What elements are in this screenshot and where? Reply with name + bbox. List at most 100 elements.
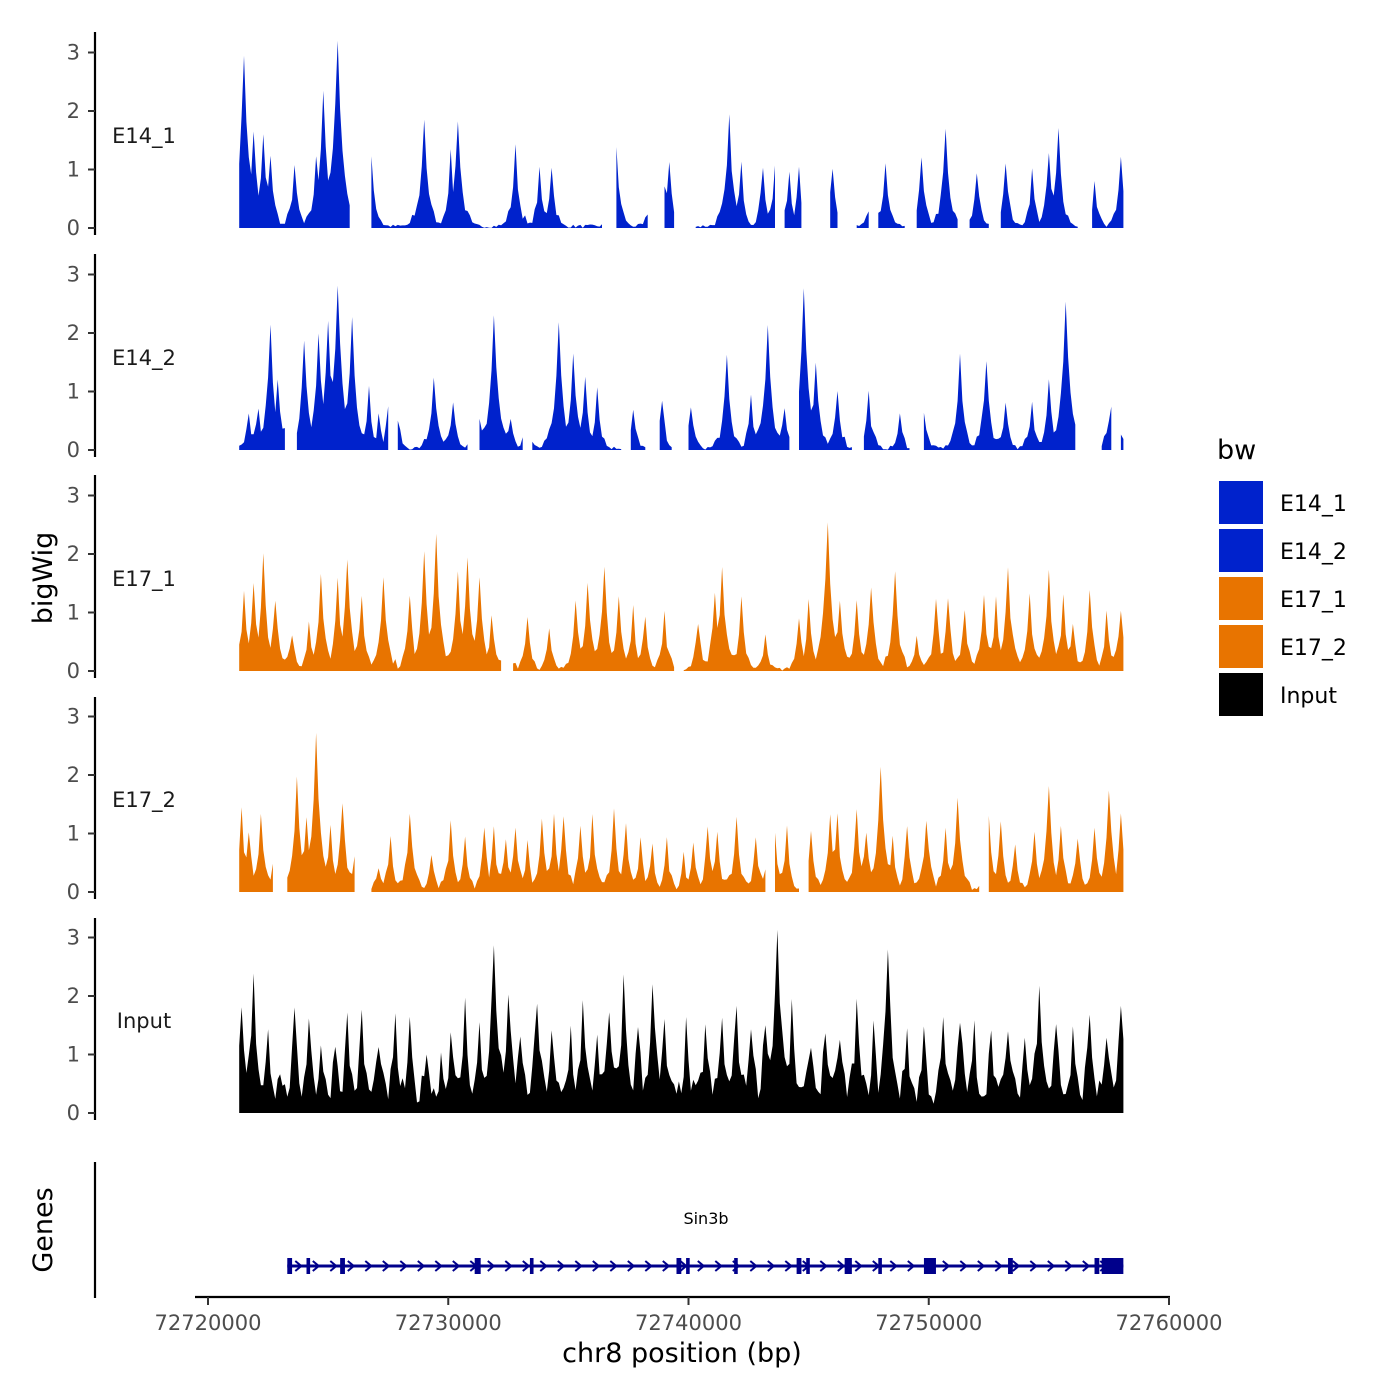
y-tick-label: 2 [67,99,80,123]
exon [844,1258,852,1274]
strand-arrow [609,1260,618,1272]
strand-arrow [977,1260,986,1272]
y-tick-label: 0 [67,216,80,240]
exon [806,1258,810,1274]
strand-arrow [1012,1260,1021,1272]
track-label: E14_2 [112,346,176,371]
strand-arrow [417,1260,426,1272]
legend-label: Input [1280,684,1337,709]
strand-arrow [592,1260,601,1272]
strand-arrow [889,1260,898,1272]
x-tick-label: 72720000 [155,1311,262,1335]
exon [734,1258,738,1274]
legend: bw E14_1 E14_2 E17_1 E17_2 Input [1217,435,1347,716]
strand-arrow [854,1260,863,1272]
exon [1008,1258,1013,1274]
genes-axis-title: Genes [28,1187,59,1272]
legend-label: E14_2 [1280,540,1347,565]
exon [1094,1258,1100,1274]
legend-label: E14_1 [1280,492,1347,517]
y-tick-label: 2 [67,542,80,566]
y-tick-label: 0 [67,1101,80,1125]
exon [676,1258,682,1274]
track-label: E17_1 [112,567,176,592]
strand-arrow [504,1260,513,1272]
y-tick-label: 0 [67,659,80,683]
signal-area-Input [239,929,1124,1113]
strand-arrow [749,1260,758,1272]
track-E17_2: 0 1 2 3 E17_2 [67,697,1124,904]
legend-swatch-E14_2 [1219,529,1263,572]
strand-arrow [574,1260,583,1272]
x-axis-title: chr8 position (bp) [562,1338,802,1369]
track-E17_1: 0 1 2 3 E17_1 [67,475,1124,683]
gene-name-label: Sin3b [683,1209,728,1228]
x-tick-label: 72740000 [635,1311,742,1335]
strand-arrow [714,1260,723,1272]
exon [474,1258,481,1274]
strand-arrow [399,1260,408,1272]
x-tick-label: 72750000 [875,1311,982,1335]
y-tick-label: 1 [67,158,80,182]
strand-arrow [662,1260,671,1272]
x-tick-label: 72760000 [1116,1311,1223,1335]
y-axis-title: bigWig [28,532,59,625]
signal-area-E14_2 [239,285,1124,450]
y-tick-label: 3 [67,484,80,508]
exon [796,1258,802,1274]
strand-arrow [382,1260,391,1272]
track-label: Input [117,1009,171,1033]
strand-arrow [627,1260,636,1272]
legend-swatch-E17_2 [1219,625,1263,668]
legend-title: bw [1217,435,1256,466]
signal-area-E17_1 [239,522,1124,671]
y-tick-label: 3 [67,705,80,729]
track-label: E17_2 [112,788,176,813]
strand-arrow [487,1260,496,1272]
strand-arrow [644,1260,653,1272]
strand-arrow [784,1260,793,1272]
strand-arrow [1047,1260,1056,1272]
legend-label: E17_1 [1280,588,1347,613]
strand-arrow [942,1260,951,1272]
exon [1101,1258,1124,1274]
track-label: E14_1 [112,124,176,149]
y-tick-label: 1 [67,1043,80,1067]
signal-tracks: 0 1 2 3 E14_1 0 1 2 3 E14_2 0 1 2 3 E17_1 0 1 2 3 E17_2 0 1 2 3… [67,32,1124,1125]
y-tick-label: 3 [67,263,80,287]
y-tick-label: 0 [67,880,80,904]
strand-arrow [364,1260,373,1272]
strand-arrow [837,1260,846,1272]
y-tick-label: 2 [67,984,80,1008]
strand-arrow [1064,1260,1073,1272]
y-tick-label: 1 [67,822,80,846]
y-tick-label: 2 [67,763,80,787]
x-tick-label: 72730000 [395,1311,502,1335]
legend-swatch-E17_1 [1219,577,1263,620]
gene-strand-arrows [294,1260,1108,1272]
legend-label: E17_2 [1280,636,1347,661]
strand-arrow [1029,1260,1038,1272]
strand-arrow [994,1260,1003,1272]
legend-swatch-E14_1 [1219,481,1263,524]
y-tick-label: 1 [67,601,80,625]
strand-arrow [767,1260,776,1272]
strand-arrow [329,1260,338,1272]
strand-arrow [539,1260,548,1272]
exon [306,1258,311,1274]
strand-arrow [312,1260,321,1272]
exon [529,1258,534,1274]
strand-arrow [347,1260,356,1272]
track-Input: 0 1 2 3 Input [67,918,1124,1125]
exon [686,1258,690,1274]
strand-arrow [522,1260,531,1272]
y-tick-label: 3 [67,41,80,65]
strand-arrow [959,1260,968,1272]
strand-arrow [1082,1260,1091,1272]
y-tick-label: 2 [67,321,80,345]
exon [878,1258,882,1274]
track-E14_2: 0 1 2 3 E14_2 [67,254,1124,462]
y-tick-label: 3 [67,926,80,950]
y-tick-label: 0 [67,438,80,462]
